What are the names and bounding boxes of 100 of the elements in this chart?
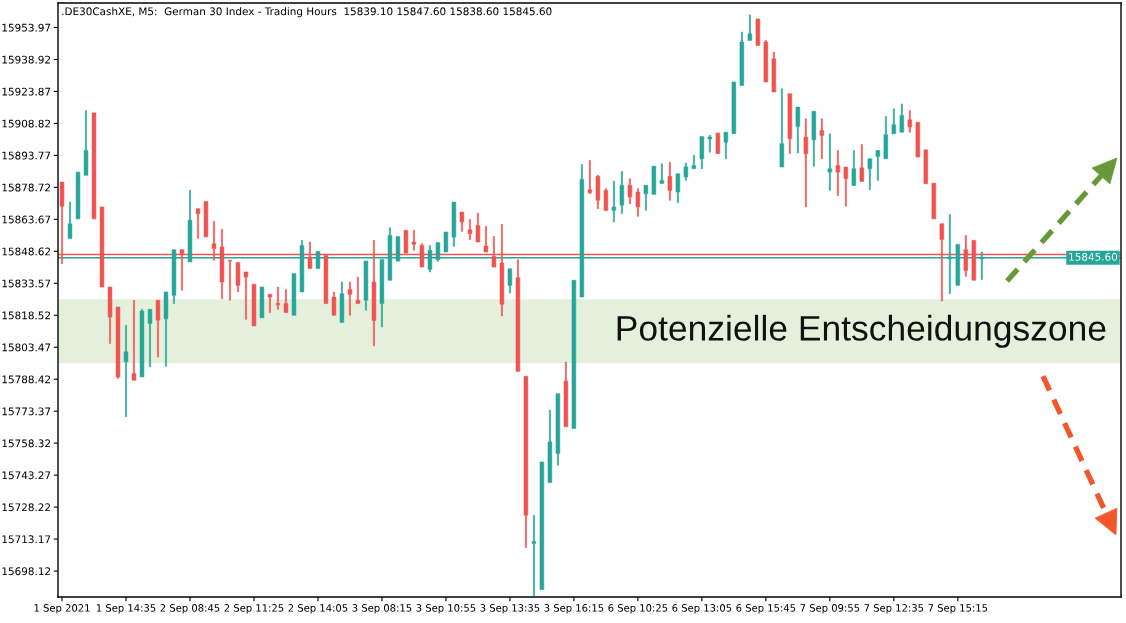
- candlestick: [699, 136, 705, 169]
- candlestick: [339, 281, 345, 323]
- candlestick: [755, 18, 761, 46]
- candlestick: [923, 149, 929, 185]
- y-tick-label: 15698.12: [2, 567, 51, 576]
- candlestick: [283, 289, 289, 313]
- ref-line-label: 15845.60: [1069, 252, 1118, 261]
- x-tick-label: 3 Sep 16:15: [544, 604, 604, 614]
- candlestick: [643, 185, 649, 211]
- candlestick: [907, 110, 913, 133]
- y-tick-label: 15908.82: [2, 119, 51, 128]
- candlestick: [507, 268, 513, 294]
- candlestick: [891, 108, 897, 135]
- candlestick: [651, 165, 657, 195]
- candlestick: [539, 461, 545, 590]
- x-tick-label: 1 Sep 2021: [34, 604, 90, 614]
- candlestick: [811, 111, 817, 167]
- candlestick: [827, 133, 833, 191]
- candlestick: [443, 231, 449, 253]
- candlestick: [707, 135, 713, 153]
- candlestick: [563, 361, 569, 428]
- candlestick: [547, 409, 553, 483]
- y-tick-label: 15878.72: [2, 183, 51, 192]
- y-tick-label: 15848.62: [2, 247, 51, 256]
- candlestick: [875, 150, 881, 181]
- candlestick: [843, 166, 849, 207]
- band-label: Potenzielle Entscheidungszone: [617, 314, 1106, 348]
- candlestick: [195, 208, 201, 239]
- candlestick: [291, 273, 297, 316]
- candlestick: [867, 158, 873, 191]
- candlestick: [555, 393, 561, 466]
- candlestick: [243, 271, 249, 320]
- x-tick-label: 3 Sep 13:35: [480, 604, 540, 614]
- candlestick: [331, 291, 337, 316]
- x-tick-label: 7 Sep 12:35: [864, 604, 924, 614]
- y-tick-label: 15713.17: [2, 535, 51, 544]
- y-tick-label: 15893.77: [2, 151, 51, 160]
- candlestick: [915, 121, 921, 158]
- candlestick: [779, 88, 785, 168]
- candlestick: [355, 276, 361, 304]
- candlestick: [467, 219, 473, 240]
- y-tick-label: 15773.37: [2, 407, 51, 416]
- candlestick: [203, 201, 209, 238]
- candlestick: [715, 132, 721, 154]
- y-tick-label: 15803.47: [2, 343, 51, 352]
- candlestick: [147, 309, 153, 368]
- candlestick: [259, 286, 265, 319]
- candlestick: [363, 260, 369, 311]
- candlestick: [67, 201, 73, 239]
- candlestick: [267, 293, 273, 313]
- candlestick: [91, 112, 97, 220]
- candlestick: [931, 182, 937, 220]
- candlestick: [595, 175, 601, 209]
- x-tick-label: 1 Sep 14:35: [96, 604, 156, 614]
- x-tick-label: 2 Sep 14:05: [288, 604, 348, 614]
- y-tick-label: 15818.52: [2, 311, 51, 320]
- candlestick: [659, 163, 665, 184]
- candlestick: [851, 150, 857, 186]
- y-tick-label: 15938.92: [2, 55, 51, 64]
- candlestick: [515, 259, 521, 372]
- x-tick-label: 3 Sep 08:15: [352, 604, 412, 614]
- candlestick: [691, 155, 697, 169]
- candlestick: [451, 201, 457, 247]
- candlestick: [739, 31, 745, 86]
- candlestick: [163, 291, 169, 367]
- candlestick: [523, 375, 529, 548]
- candlestick: [859, 144, 865, 182]
- x-tick-label: 6 Sep 15:45: [736, 604, 796, 614]
- candlestick: [787, 93, 793, 154]
- candlestick: [587, 160, 593, 195]
- candlestick: [835, 150, 841, 196]
- candlestick: [819, 118, 825, 159]
- candlestick: [675, 173, 681, 203]
- x-tick-label: 7 Sep 09:55: [800, 604, 860, 614]
- candlestick: [899, 103, 905, 133]
- y-tick-label: 15743.27: [2, 471, 51, 480]
- y-tick-label: 15728.22: [2, 503, 51, 512]
- candlestick: [115, 306, 121, 379]
- y-tick-label: 15923.87: [2, 87, 51, 96]
- candlestick: [603, 188, 609, 212]
- y-tick-label: 15758.32: [2, 439, 51, 448]
- candlestick: [731, 81, 737, 134]
- candlestick: [683, 162, 689, 181]
- candlestick: [411, 230, 417, 251]
- x-tick-label: 7 Sep 15:15: [928, 604, 988, 614]
- candlestick: [611, 180, 617, 223]
- candlestick: [123, 325, 129, 418]
- candlestick: [667, 161, 673, 201]
- candlestick: [571, 279, 577, 429]
- candlestick: [107, 286, 113, 344]
- candlestick: [883, 116, 889, 159]
- y-tick-label: 15833.57: [2, 279, 51, 288]
- y-tick-label: 15788.42: [2, 375, 51, 384]
- candlestick: [139, 309, 145, 378]
- candlestick: [275, 286, 281, 310]
- x-tick-label: 2 Sep 11:25: [224, 604, 284, 614]
- candlestick: [627, 178, 633, 205]
- candlestick: [227, 259, 233, 301]
- x-tick-label: 2 Sep 08:45: [160, 604, 220, 614]
- candlestick: [531, 514, 537, 597]
